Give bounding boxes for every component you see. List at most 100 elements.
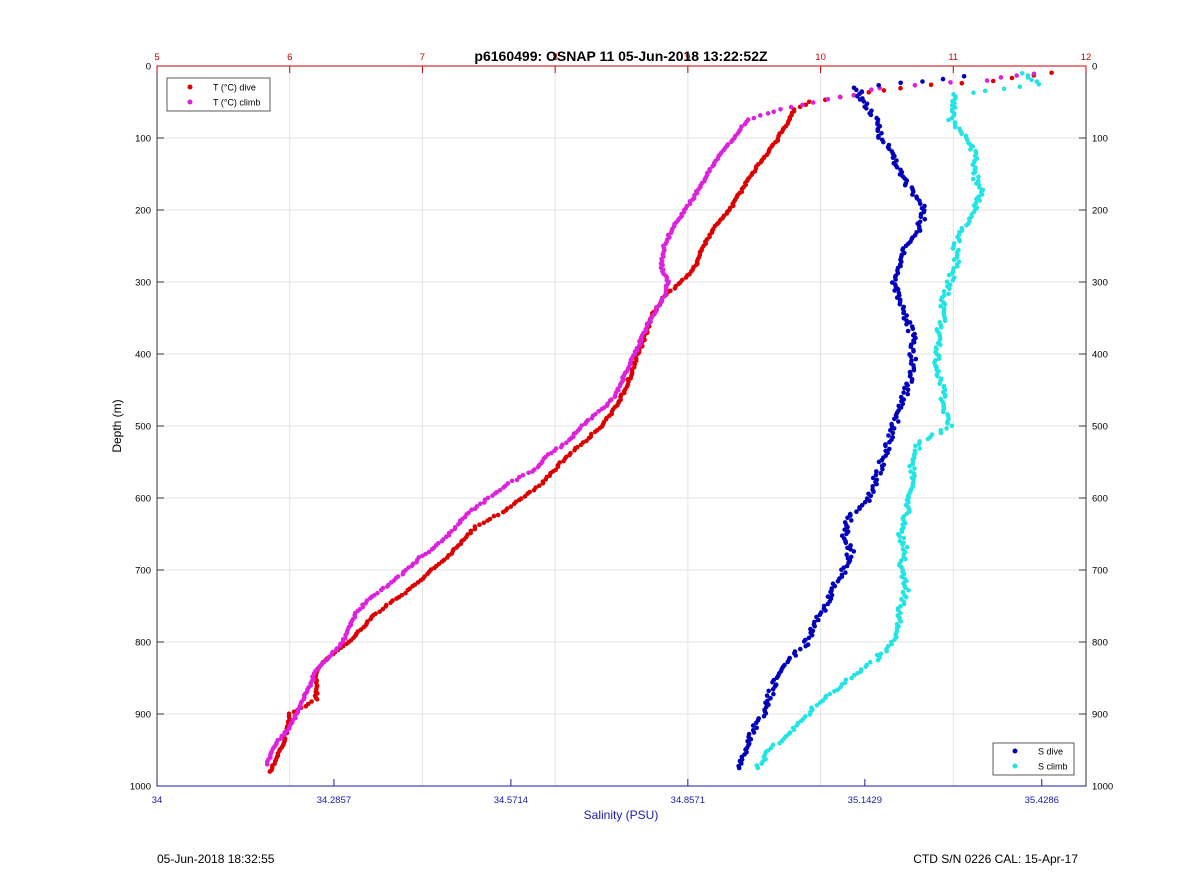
data-point xyxy=(936,356,942,362)
data-point xyxy=(917,446,922,451)
top-axis-tick-label: 6 xyxy=(287,52,292,63)
data-point xyxy=(469,507,474,512)
data-point xyxy=(944,426,949,431)
y-tick-label-right: 100 xyxy=(1092,134,1108,145)
data-point xyxy=(938,342,943,348)
data-point xyxy=(851,549,857,554)
data-point xyxy=(774,675,780,681)
data-point xyxy=(897,538,903,544)
data-point xyxy=(572,447,577,453)
data-point xyxy=(612,394,618,400)
data-point xyxy=(844,531,849,537)
data-point xyxy=(878,651,884,657)
data-point xyxy=(905,387,911,393)
data-point xyxy=(917,201,923,207)
data-point xyxy=(803,643,808,649)
y-tick-label-left: 200 xyxy=(135,206,151,217)
data-point xyxy=(1049,70,1054,76)
data-point xyxy=(938,430,944,436)
data-point xyxy=(445,555,450,560)
data-point xyxy=(864,106,869,111)
data-point xyxy=(766,688,771,694)
data-point xyxy=(903,556,908,562)
data-point xyxy=(378,587,384,593)
data-point xyxy=(803,102,809,107)
legend-s-climb-marker xyxy=(1012,763,1018,769)
legend-salinity-box xyxy=(992,742,1075,776)
bottom-axis-tick-label: 35.1429 xyxy=(848,795,882,806)
data-point xyxy=(886,433,891,438)
data-point xyxy=(977,198,982,203)
data-point xyxy=(942,318,948,324)
y-tick-label-left: 900 xyxy=(135,710,151,721)
y-tick-label-right: 0 xyxy=(1092,62,1097,73)
data-point xyxy=(913,443,918,449)
data-point xyxy=(617,383,623,389)
data-point xyxy=(949,423,955,429)
data-point xyxy=(1019,71,1025,76)
data-point xyxy=(970,176,976,182)
chart-title: p6160499: OSNAP 11 05-Jun-2018 13:22:52Z xyxy=(474,48,768,64)
data-point xyxy=(768,696,773,701)
data-point xyxy=(907,463,912,469)
series-layer xyxy=(264,70,1054,774)
data-point xyxy=(817,700,823,705)
data-point xyxy=(1017,84,1023,89)
data-point xyxy=(897,534,902,539)
data-point xyxy=(901,535,907,541)
data-point xyxy=(964,223,969,228)
data-point xyxy=(896,419,901,424)
legend-s-climb-label: S climb xyxy=(1038,762,1068,772)
data-point xyxy=(898,80,903,86)
data-point xyxy=(957,238,962,244)
data-point xyxy=(901,601,907,607)
data-point xyxy=(879,130,884,136)
data-point xyxy=(1009,75,1015,81)
data-point xyxy=(368,616,373,622)
data-point xyxy=(903,594,909,600)
data-point xyxy=(501,485,506,490)
data-point xyxy=(832,688,837,694)
data-point xyxy=(869,87,874,92)
grid xyxy=(157,66,1086,786)
data-point xyxy=(403,590,408,596)
data-point xyxy=(970,162,976,167)
data-point xyxy=(902,385,907,391)
data-point xyxy=(862,499,868,505)
y-tick-label-left: 1000 xyxy=(130,782,151,793)
data-point xyxy=(800,102,805,108)
axes: 0 0 100 100 200 200 300 300 400 400 500 500 600 600 70… xyxy=(130,52,1113,806)
data-point xyxy=(861,99,866,104)
bottom-axis-tick-label: 34 xyxy=(152,795,163,806)
data-point xyxy=(899,529,905,535)
data-point xyxy=(904,321,909,327)
data-point xyxy=(710,164,715,169)
y-tick-label-left: 300 xyxy=(135,278,151,289)
footer-ctd-info: CTD S/N 0226 CAL: 15-Apr-17 xyxy=(913,852,1078,866)
data-point xyxy=(754,720,759,726)
data-point xyxy=(567,437,572,443)
series-t-c-dive xyxy=(267,70,1054,774)
data-point xyxy=(303,704,309,709)
data-point xyxy=(596,409,601,414)
data-point xyxy=(478,501,483,507)
data-point xyxy=(902,182,908,188)
data-point xyxy=(751,115,757,121)
data-point xyxy=(905,382,910,388)
data-point xyxy=(672,286,678,291)
data-point xyxy=(751,730,757,735)
data-point xyxy=(977,185,982,190)
bottom-axis-tick-label: 34.5714 xyxy=(494,795,528,806)
data-point xyxy=(385,584,390,589)
data-point xyxy=(990,78,996,84)
bottom-axis-tick-label: 34.2857 xyxy=(317,795,351,806)
data-point xyxy=(890,430,896,436)
data-point xyxy=(823,608,828,613)
data-point xyxy=(825,601,831,607)
data-point xyxy=(909,379,915,384)
data-point xyxy=(870,475,876,481)
data-point xyxy=(951,257,957,263)
data-point xyxy=(729,139,734,145)
data-point xyxy=(942,394,948,399)
data-point xyxy=(400,571,406,577)
